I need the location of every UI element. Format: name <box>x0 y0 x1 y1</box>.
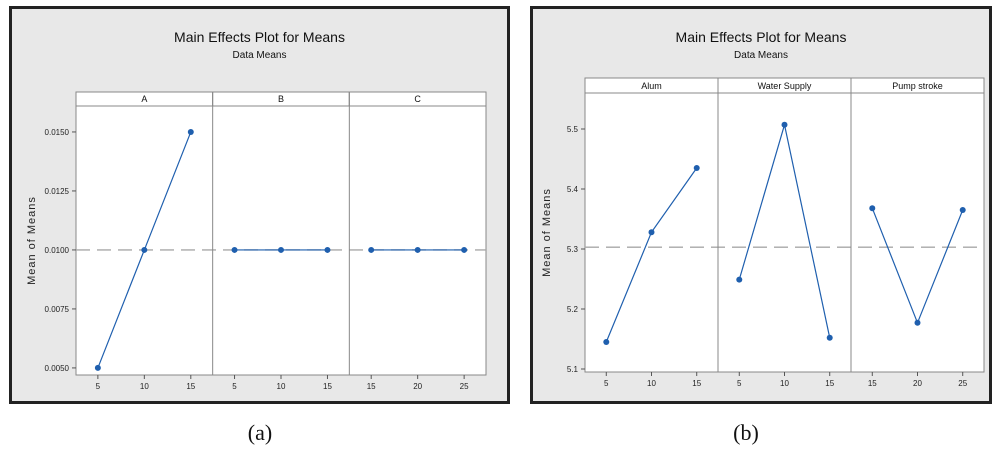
x-tick-label: 10 <box>780 379 789 388</box>
data-point <box>959 207 966 213</box>
y-tick-label: 0.0050 <box>45 364 70 373</box>
data-point <box>414 246 421 253</box>
y-axis-label: Mean of Means <box>541 188 553 277</box>
chart-title: Main Effects Plot for Means <box>174 29 345 45</box>
data-point <box>603 339 610 345</box>
x-tick-label: 15 <box>692 379 701 388</box>
chart-b: Main Effects Plot for Means Data Means Mea… <box>530 6 992 404</box>
x-tick-label: 20 <box>913 379 922 388</box>
caption-a: (a) <box>247 420 273 445</box>
panel-label: A <box>141 94 147 104</box>
x-tick-label: 20 <box>413 382 422 391</box>
y-tick-label: 5.4 <box>567 185 579 194</box>
x-tick-label: 15 <box>323 382 332 391</box>
caption-b: (b) <box>733 420 759 445</box>
x-tick-label: 15 <box>825 379 834 388</box>
x-tick-label: 15 <box>868 379 877 388</box>
panel-label: C <box>414 94 421 104</box>
panel-label: B <box>278 94 284 104</box>
y-tick-label: 5.1 <box>567 365 579 374</box>
data-point <box>368 246 375 253</box>
data-point <box>869 205 876 212</box>
plot-area <box>75 91 487 376</box>
y-tick-label: 0.0125 <box>45 187 70 196</box>
y-tick-label: 0.0075 <box>45 305 70 314</box>
x-tick-label: 10 <box>277 382 286 391</box>
chart-a: Main Effects Plot for Means Data Means Mea… <box>9 6 510 404</box>
x-tick-label: 25 <box>958 379 967 388</box>
panel-label: Alum <box>641 81 662 91</box>
data-point <box>231 246 238 253</box>
y-tick-label: 5.3 <box>567 245 579 254</box>
y-tick-label: 5.2 <box>567 305 579 314</box>
x-tick-label: 15 <box>367 382 376 391</box>
y-tick-label: 0.0100 <box>45 246 70 255</box>
data-point <box>826 334 833 341</box>
data-point <box>914 319 921 326</box>
data-point <box>324 246 331 253</box>
x-tick-label: 10 <box>647 379 656 388</box>
y-axis-label: Mean of Means <box>26 196 38 285</box>
x-tick-label: 5 <box>604 379 609 388</box>
data-point <box>461 246 468 253</box>
x-tick-label: 25 <box>460 382 469 391</box>
x-tick-label: 5 <box>737 379 742 388</box>
data-point <box>781 121 788 128</box>
x-tick-label: 5 <box>96 382 101 391</box>
chart-subtitle: Data Means <box>734 50 788 61</box>
x-tick-label: 10 <box>140 382 149 391</box>
panel-label: Water Supply <box>758 81 812 91</box>
data-point <box>736 276 743 283</box>
data-point <box>278 246 284 253</box>
y-tick-label: 5.5 <box>567 125 579 134</box>
y-tick-label: 0.0150 <box>45 128 70 137</box>
x-tick-label: 5 <box>232 382 237 391</box>
chart-subtitle: Data Means <box>233 50 287 61</box>
data-point <box>141 246 148 253</box>
data-point <box>693 165 700 171</box>
x-tick-label: 15 <box>186 382 195 391</box>
panel-label: Pump stroke <box>892 81 943 91</box>
data-point <box>187 128 194 135</box>
chart-title: Main Effects Plot for Means <box>676 29 847 45</box>
data-point <box>94 364 101 371</box>
data-point <box>648 229 655 236</box>
